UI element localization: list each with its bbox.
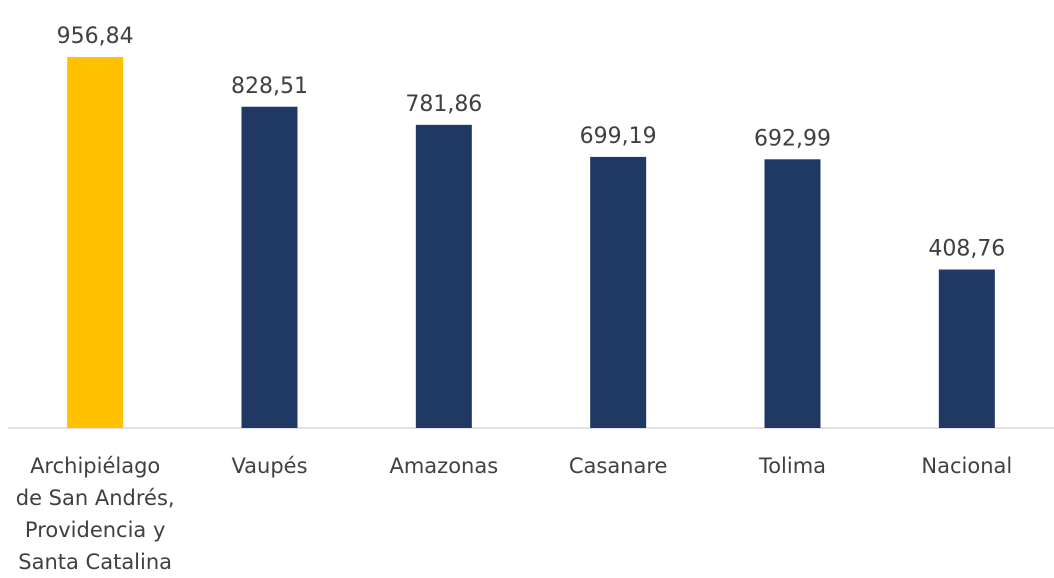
value-label-1: 828,51 — [231, 74, 308, 99]
category-label-2-line-0: Amazonas — [389, 454, 498, 478]
category-label-0-line-1: de San Andrés, — [16, 486, 175, 510]
category-label-5: Nacional — [921, 454, 1012, 478]
value-labels-group: 956,84 828,51 781,86 699,19 692,99 408,76 — [57, 24, 1006, 262]
value-label-3: 699,19 — [580, 124, 657, 149]
value-label-0: 956,84 — [57, 24, 134, 49]
category-label-3-line-0: Casanare — [569, 454, 668, 478]
value-label-5: 408,76 — [928, 237, 1005, 262]
bar-5 — [938, 269, 995, 428]
category-label-3: Casanare — [569, 454, 668, 478]
category-label-1-line-0: Vaupés — [231, 454, 307, 478]
category-label-0: Archipiélago de San Andrés, Providencia y S… — [16, 454, 175, 574]
category-label-4: Tolima — [758, 454, 826, 478]
category-label-0-line-0: Archipiélago — [30, 454, 160, 478]
bar-2 — [415, 124, 472, 429]
value-label-2: 781,86 — [405, 92, 482, 117]
category-label-0-line-3: Santa Catalina — [18, 550, 172, 574]
bars-group — [67, 57, 995, 429]
bar-1 — [241, 106, 298, 428]
category-label-1: Vaupés — [231, 454, 307, 478]
bar-3 — [590, 156, 647, 428]
category-label-0-line-2: Providencia y — [25, 518, 166, 542]
category-labels-group: Archipiélago de San Andrés, Providencia y S… — [16, 454, 1012, 574]
bar-0 — [67, 57, 124, 428]
category-label-5-line-0: Nacional — [921, 454, 1012, 478]
value-label-4: 692,99 — [754, 126, 831, 151]
category-label-4-line-0: Tolima — [758, 454, 826, 478]
category-label-2: Amazonas — [389, 454, 498, 478]
bar-4 — [764, 159, 821, 429]
